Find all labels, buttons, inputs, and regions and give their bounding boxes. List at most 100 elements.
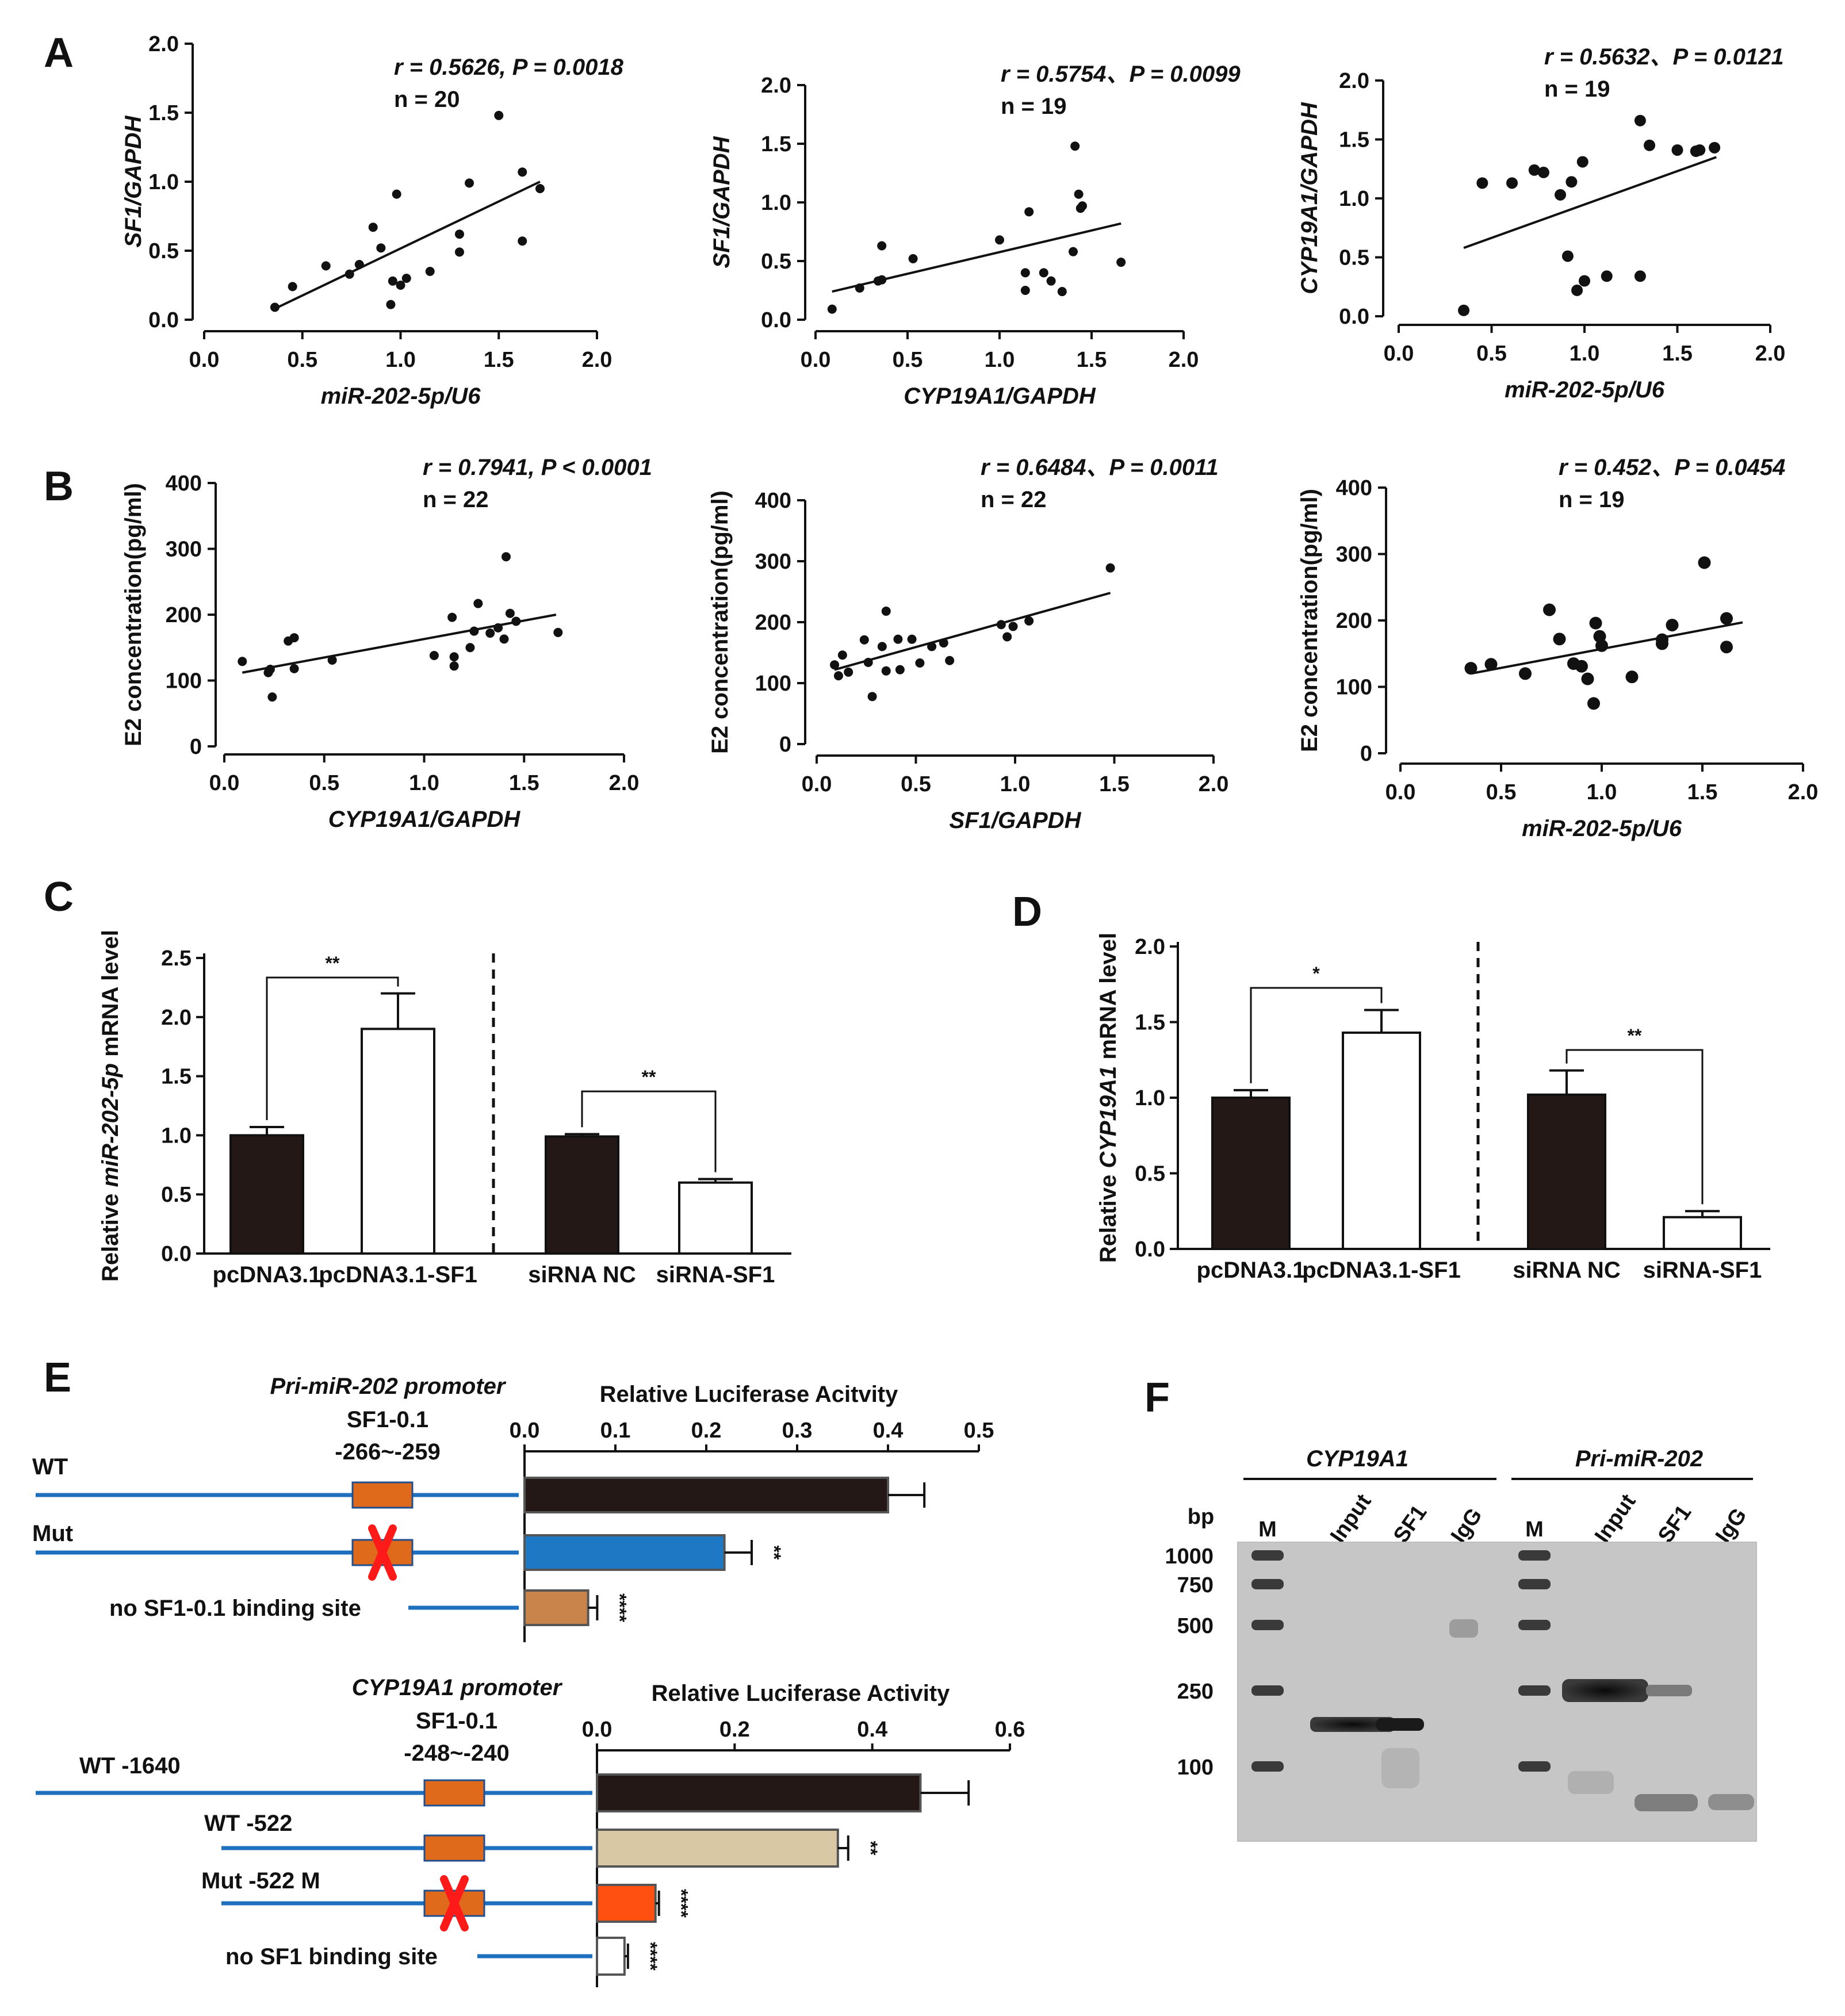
data-point xyxy=(1464,662,1477,675)
y-axis-title-suffix: mRNA level xyxy=(1096,933,1121,1066)
significance-label: ** xyxy=(764,1546,784,1560)
y-tick-label: 0.5 xyxy=(148,239,179,263)
data-point xyxy=(449,652,459,662)
data-point xyxy=(327,656,337,665)
construct-label: WT xyxy=(32,1454,68,1480)
data-point xyxy=(867,692,877,702)
x-tick-label: 0.3 xyxy=(782,1419,813,1443)
data-point xyxy=(270,302,280,312)
gel-marker-size: 750 xyxy=(1177,1573,1214,1597)
data-point xyxy=(1634,114,1646,127)
gel-border xyxy=(1237,1542,1757,1842)
x-tick-label: 0.6 xyxy=(995,1718,1025,1742)
x-tick-label: 0.0 xyxy=(801,348,831,372)
data-point xyxy=(877,642,887,651)
construct-label: WT -522 xyxy=(204,1811,292,1836)
x-tick-label: 0.5 xyxy=(901,772,931,796)
y-axis-title-prefix: Relative xyxy=(1096,1168,1121,1263)
x-tick-label: 1.5 xyxy=(1077,348,1107,372)
bar xyxy=(1211,1097,1291,1250)
x-tick-label: 1.0 xyxy=(985,348,1015,372)
y-tick-label: 1.5 xyxy=(761,132,791,156)
x-axis-title: SF1/GAPDH xyxy=(950,808,1082,833)
y-tick-label: 2.0 xyxy=(1135,935,1165,959)
data-point xyxy=(945,656,955,665)
significance-label: ** xyxy=(1628,1025,1642,1046)
x-tick-label: 0.2 xyxy=(719,1718,750,1742)
y-tick-label: 1.0 xyxy=(161,1124,192,1148)
data-point xyxy=(289,664,299,673)
x-axis-title: miR-202-5p/U6 xyxy=(321,384,481,409)
panel-label-F: F xyxy=(1144,1375,1170,1421)
regression-line xyxy=(1463,156,1717,249)
data-point xyxy=(1656,637,1668,650)
bar xyxy=(1663,1216,1742,1251)
gel-lane-label: SF1 xyxy=(1389,1501,1431,1547)
y-tick-label: 1.5 xyxy=(148,101,179,125)
regression-line xyxy=(274,181,541,310)
x-tick-label: 0.4 xyxy=(857,1718,887,1742)
y-tick-label: 0.5 xyxy=(161,1183,192,1207)
data-point xyxy=(553,627,563,637)
bar xyxy=(523,1534,726,1571)
y-axis-title-suffix: mRNA level xyxy=(98,930,123,1063)
data-point xyxy=(859,635,869,645)
data-point xyxy=(511,616,521,626)
data-point xyxy=(1709,141,1721,154)
category-label: pcDNA3.1-SF1 xyxy=(1302,1258,1461,1283)
data-point xyxy=(493,623,503,633)
construct-label: WT -1640 xyxy=(79,1753,181,1779)
ladder-band xyxy=(1251,1685,1284,1696)
y-tick-label: 1.0 xyxy=(148,170,179,194)
x-tick-label: 1.0 xyxy=(1000,772,1031,796)
bar xyxy=(229,1134,304,1255)
data-point xyxy=(1595,639,1608,652)
gel-lane-label: IgG xyxy=(1711,1504,1752,1547)
data-point xyxy=(1116,258,1126,267)
significance-bracket xyxy=(1565,1049,1704,1205)
bar xyxy=(1527,1093,1606,1250)
ladder-band xyxy=(1251,1761,1284,1772)
data-point xyxy=(1069,247,1078,256)
significance-bracket xyxy=(1250,987,1383,1083)
construct-label: no SF1-0.1 binding site xyxy=(109,1596,361,1621)
x-tick-label: 0.5 xyxy=(964,1419,994,1443)
data-point xyxy=(1625,670,1639,684)
data-point xyxy=(494,110,504,120)
data-point xyxy=(1039,268,1048,278)
data-point xyxy=(376,243,386,253)
gel-marker-size: 250 xyxy=(1177,1680,1214,1704)
construct-label: Mut xyxy=(32,1521,73,1546)
x-axis-title: CYP19A1/GAPDH xyxy=(904,384,1096,409)
y-axis-title-prefix: Relative xyxy=(98,1187,123,1282)
data-point xyxy=(344,269,354,279)
binding-site-name: SF1-0.1 xyxy=(347,1407,428,1432)
data-point xyxy=(1506,177,1518,189)
data-point xyxy=(1561,250,1574,262)
data-point xyxy=(1024,207,1034,217)
x-tick-label: 1.5 xyxy=(1662,342,1693,366)
data-point xyxy=(501,552,511,562)
panel-label-E: E xyxy=(44,1355,71,1401)
significance-label: **** xyxy=(640,1942,661,1971)
stat-line-n: n = 20 xyxy=(394,87,460,112)
x-axis-title: CYP19A1/GAPDH xyxy=(328,807,521,832)
ladder-band xyxy=(1518,1685,1551,1696)
bar xyxy=(361,1028,435,1255)
bar xyxy=(523,1477,889,1513)
y-tick-label: 0 xyxy=(779,733,791,757)
data-point xyxy=(907,634,917,644)
band-cyp19a1-igg-faint xyxy=(1449,1619,1478,1638)
data-point xyxy=(1576,156,1588,168)
data-point xyxy=(844,667,853,677)
data-point xyxy=(1008,622,1018,631)
data-point xyxy=(368,223,378,232)
data-point xyxy=(830,660,840,670)
y-tick-label: 2.0 xyxy=(1339,69,1369,93)
ladder-band xyxy=(1251,1550,1284,1561)
y-tick-label: 400 xyxy=(1336,476,1372,500)
data-point xyxy=(1589,616,1602,630)
data-point xyxy=(881,666,891,676)
data-point xyxy=(939,638,948,648)
data-point xyxy=(401,274,411,283)
